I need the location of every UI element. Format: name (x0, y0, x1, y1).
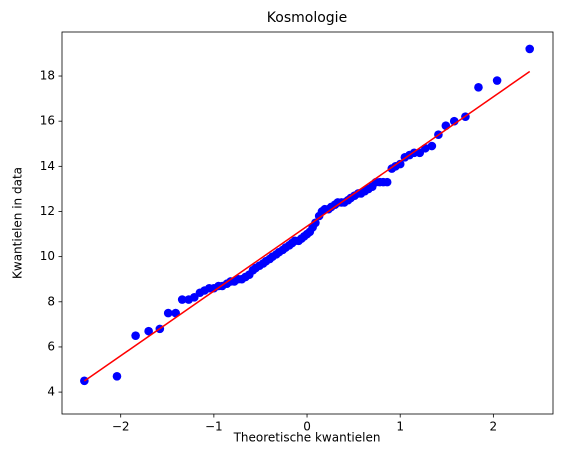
data-point (395, 159, 405, 169)
x-tick-label: 1 (396, 420, 404, 434)
data-point (112, 371, 122, 381)
data-point (525, 44, 535, 54)
fit-line (83, 70, 531, 382)
data-point (311, 218, 320, 228)
data-point (177, 295, 187, 304)
chart-title: Kosmologie (267, 10, 347, 26)
x-tick-label: 2 (490, 420, 498, 434)
y-tick-label: 18 (40, 69, 55, 83)
data-point (163, 308, 173, 318)
y-tick-label: 12 (40, 204, 55, 218)
y-tick-label: 10 (40, 249, 55, 263)
x-axis-label: Theoretische kwantielen (233, 431, 381, 445)
y-tick-label: 16 (40, 114, 55, 128)
y-tick-label: 8 (47, 294, 55, 308)
data-point (427, 141, 437, 151)
y-tick-label: 4 (47, 385, 55, 399)
plot-frame (61, 31, 554, 415)
x-tick-label: 0 (303, 420, 311, 434)
data-point (382, 177, 392, 187)
x-tick-label: −1 (205, 420, 223, 434)
x-tick-label: −2 (112, 420, 130, 434)
y-axis-label: Kwantielen in data (11, 167, 25, 279)
data-point (474, 83, 483, 92)
y-tick-label: 6 (47, 339, 55, 353)
data-point (144, 326, 153, 336)
data-point (492, 76, 502, 85)
data-point (131, 331, 140, 340)
data-point (441, 121, 451, 130)
y-tick-label: 14 (40, 159, 55, 173)
